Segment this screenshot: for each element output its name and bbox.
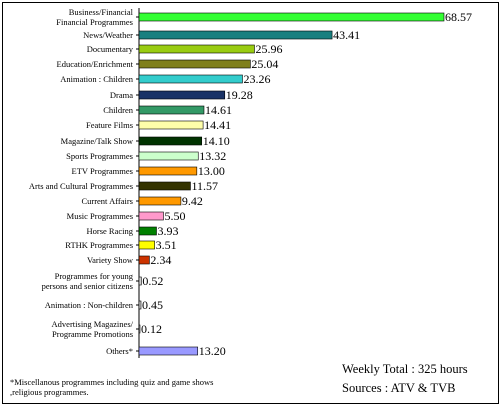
data-label: 5.50 (164, 209, 185, 223)
bar (138, 30, 333, 40)
category-label: Current Affairs (81, 196, 133, 206)
bar (138, 211, 164, 221)
category-label: Advertising Magazines/Programme Promotio… (52, 319, 134, 339)
bar (138, 276, 142, 286)
bar (138, 324, 141, 334)
category-label: ETV Programmes (72, 166, 133, 176)
category-label: Horse Racing (86, 226, 133, 236)
data-label: 9.42 (182, 194, 203, 208)
data-label: 14.61 (205, 103, 232, 117)
category-label: Music Programmes (67, 211, 133, 221)
bar (138, 255, 150, 265)
bar (138, 90, 226, 100)
category-label: Others* (106, 346, 133, 356)
data-label: 25.96 (255, 42, 282, 56)
category-label: Arts and Cultural Programmes (29, 181, 133, 191)
data-label: 0.52 (142, 274, 163, 288)
bar (138, 105, 205, 115)
category-label: Animation : Non-children (45, 300, 134, 310)
chart-frame (2, 2, 499, 404)
category-label: Business/Financial Financial Programmes (56, 7, 133, 27)
data-label: 0.45 (142, 298, 163, 312)
data-label: 25.04 (251, 57, 278, 71)
category-label: Education/Enrichment (57, 59, 134, 69)
data-label: 13.32 (199, 149, 226, 163)
data-label: 68.57 (445, 10, 472, 24)
bar (138, 59, 251, 69)
data-label: 0.12 (141, 322, 162, 336)
data-label: 43.41 (333, 28, 360, 42)
bar (138, 226, 157, 236)
data-label: 3.51 (156, 238, 177, 252)
category-label: Variety Show (87, 255, 134, 265)
data-label: 23.26 (243, 72, 270, 86)
bar (138, 12, 445, 22)
category-label: Animation : Children (60, 74, 133, 84)
data-label: 2.34 (150, 253, 171, 267)
bar (138, 151, 199, 161)
footnote: *Miscellanous programmes including quiz … (10, 377, 214, 397)
data-label: 14.10 (203, 134, 230, 148)
bar (138, 346, 199, 356)
bar (138, 240, 155, 250)
data-label: 14.41 (204, 118, 231, 132)
bar (138, 300, 142, 310)
data-label: 13.20 (199, 344, 226, 358)
category-label: RTHK Programmes (65, 240, 133, 250)
category-label: Magazine/Talk Show (61, 136, 134, 146)
category-label: Documentary (87, 44, 134, 54)
category-label: Drama (110, 90, 133, 100)
bar (138, 120, 204, 130)
weekly-total: Weekly Total : 325 hours (342, 362, 468, 376)
bar (138, 166, 198, 176)
sources: Sources : ATV & TVB (342, 381, 456, 395)
category-label: News/Weather (83, 30, 133, 40)
data-label: 13.00 (198, 164, 225, 178)
bar (138, 44, 255, 54)
data-label: 11.57 (191, 179, 218, 193)
bar (138, 181, 191, 191)
data-label: 3.93 (157, 224, 178, 238)
bar (138, 196, 182, 206)
category-label: Children (103, 105, 133, 115)
category-label: Programmes for young persons and senior c… (42, 271, 134, 291)
data-label: 19.28 (226, 88, 253, 102)
bar (138, 74, 243, 84)
bar (138, 136, 203, 146)
category-label: Feature Films (86, 120, 133, 130)
category-label: Sports Programmes (66, 151, 133, 161)
